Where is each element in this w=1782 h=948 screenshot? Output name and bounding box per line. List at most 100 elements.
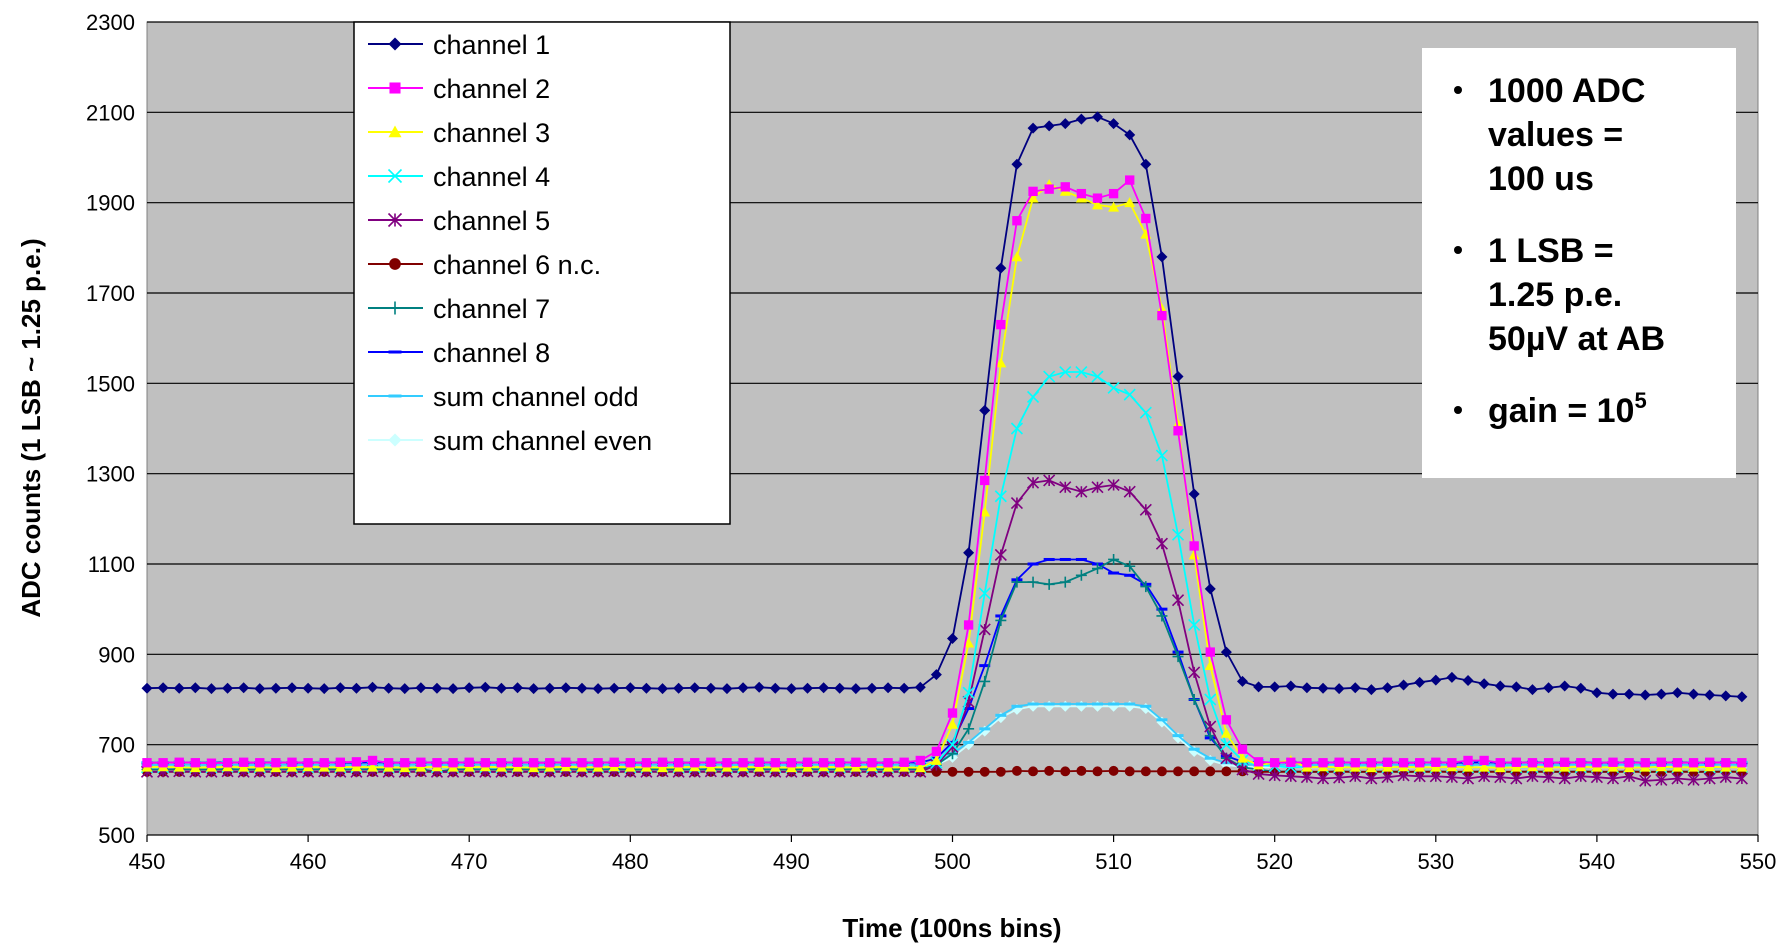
note-line: 1.25 p.e. (1488, 276, 1622, 314)
legend-item-channel-5: channel 5 (368, 206, 550, 236)
data-point (1300, 771, 1313, 784)
data-point (979, 766, 990, 777)
data-point (657, 683, 669, 695)
data-point (1123, 485, 1136, 498)
notes-background (1422, 48, 1736, 478)
data-point (1398, 679, 1410, 691)
data-point (1737, 758, 1747, 768)
data-point (1236, 752, 1248, 763)
data-point (1382, 757, 1393, 767)
data-point (1559, 680, 1571, 692)
data-point (592, 683, 604, 695)
data-point (1027, 702, 1039, 706)
data-point (1060, 182, 1070, 192)
data-point (1461, 772, 1475, 785)
data-point (1092, 766, 1103, 777)
data-point (1655, 773, 1668, 786)
data-point (1671, 772, 1684, 785)
data-point (1011, 251, 1023, 262)
data-point (1720, 690, 1732, 702)
data-point (1075, 569, 1087, 581)
data-point (399, 683, 411, 695)
data-point (1155, 537, 1168, 550)
data-point (1141, 213, 1151, 224)
data-point (834, 682, 846, 694)
legend-swatch-marker (388, 433, 402, 447)
data-point (898, 682, 910, 694)
data-point (608, 682, 620, 694)
data-point (463, 682, 475, 694)
legend-item-sum-channel-even: sum channel even (368, 426, 652, 456)
data-point (577, 758, 587, 768)
data-point (962, 686, 975, 699)
data-point (1125, 175, 1135, 185)
data-point (1479, 755, 1489, 766)
data-point (994, 490, 1007, 503)
legend-item-channel-1: channel 1 (368, 30, 550, 60)
y-tick-label: 900 (98, 642, 135, 667)
data-point (641, 758, 652, 768)
data-point (1253, 757, 1264, 767)
data-point (1236, 675, 1248, 687)
data-point (1446, 671, 1458, 683)
data-point (1108, 118, 1120, 130)
data-point (802, 757, 813, 767)
data-point (1462, 675, 1474, 687)
data-point (1204, 660, 1216, 671)
legend-swatch-marker (388, 37, 402, 51)
legend-label: channel 4 (433, 162, 550, 192)
data-point (1447, 758, 1457, 768)
data-point (995, 713, 1007, 717)
data-point (753, 681, 765, 693)
data-point (947, 708, 958, 718)
data-point (1189, 766, 1200, 777)
data-point (1140, 158, 1152, 170)
data-point (1688, 688, 1700, 700)
legend-label: channel 1 (433, 30, 550, 60)
data-point (883, 758, 893, 768)
data-point (1269, 681, 1281, 693)
data-point (222, 682, 234, 694)
x-tick-label: 530 (1417, 849, 1454, 874)
data-point (351, 757, 362, 767)
data-point (609, 757, 619, 767)
data-point (1075, 485, 1088, 498)
data-point (1333, 683, 1345, 695)
data-point (1043, 702, 1055, 706)
data-point (1510, 772, 1523, 785)
data-point (1189, 541, 1199, 551)
data-point (238, 757, 249, 767)
legend-item-channel-7: channel 7 (368, 294, 550, 324)
data-point (141, 682, 153, 694)
data-point (1043, 474, 1056, 487)
data-point (1171, 594, 1185, 607)
data-point (1124, 197, 1136, 208)
y-tick-labels: 500 700 900 1100 1300 1500 1700 1900 2100 2300 (86, 10, 135, 848)
data-point (657, 757, 668, 767)
y-tick-label: 2100 (86, 100, 135, 125)
data-point (1317, 682, 1329, 694)
data-point (1091, 702, 1103, 706)
bullet-icon (1454, 86, 1462, 94)
series-line-channel-3 (146, 183, 1742, 769)
data-point (1091, 481, 1104, 494)
data-point (383, 758, 394, 768)
data-point (1108, 188, 1119, 199)
data-point (1334, 757, 1344, 767)
data-point (1478, 770, 1491, 783)
data-point (1172, 651, 1184, 663)
data-point (334, 682, 346, 694)
data-point (995, 262, 1007, 274)
data-point (1124, 702, 1136, 706)
data-point (206, 758, 217, 768)
data-point (1188, 747, 1200, 751)
legend-swatch-marker (389, 82, 401, 94)
data-point (1091, 199, 1103, 210)
data-point (1059, 481, 1072, 494)
x-tick-label: 500 (934, 849, 971, 874)
data-point (1173, 766, 1183, 777)
data-point (1721, 758, 1731, 768)
data-point (1575, 682, 1587, 694)
data-point (1028, 766, 1039, 777)
data-point (1478, 678, 1490, 690)
